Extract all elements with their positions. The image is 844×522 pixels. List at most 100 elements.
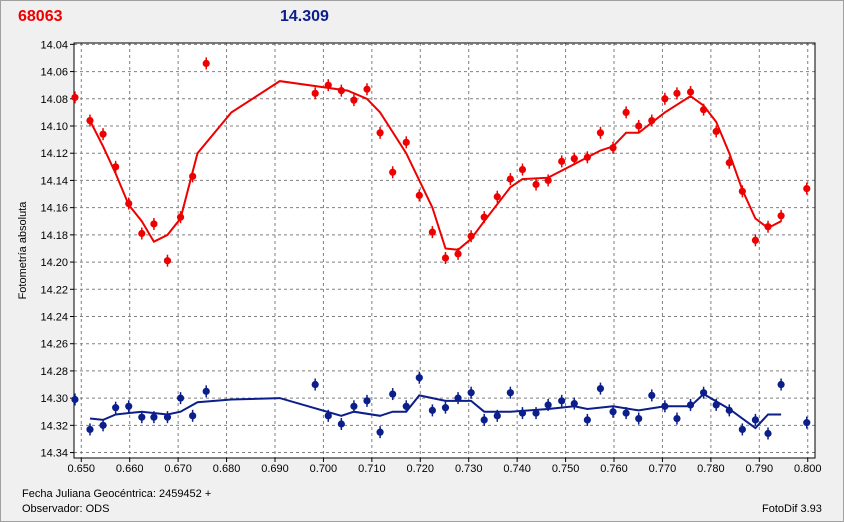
- data-point: [686, 401, 695, 409]
- data-point: [454, 394, 462, 402]
- data-point: [376, 129, 384, 137]
- data-point: [467, 232, 475, 240]
- y-tick-label: 14.24: [40, 311, 68, 323]
- data-point: [518, 165, 527, 174]
- data-point: [415, 374, 423, 382]
- data-point: [176, 394, 185, 402]
- data-point: [176, 213, 185, 221]
- data-point: [202, 59, 210, 68]
- data-point: [596, 129, 605, 137]
- data-point: [686, 88, 695, 96]
- data-point: [189, 172, 197, 180]
- data-point: [673, 89, 681, 97]
- data-point: [506, 175, 514, 183]
- x-tick-label: 0.760: [600, 463, 628, 475]
- data-point: [506, 389, 514, 397]
- data-point: [112, 163, 120, 171]
- x-tick-label: 0.700: [310, 463, 338, 475]
- x-tick-label: 0.660: [116, 463, 144, 475]
- data-point: [350, 96, 358, 104]
- y-tick-label: 14.34: [40, 448, 68, 460]
- plot-border: [73, 42, 816, 459]
- data-point: [324, 412, 332, 420]
- data-point: [558, 397, 566, 405]
- x-tick-label: 0.740: [503, 463, 531, 475]
- data-point: [454, 250, 462, 258]
- star-id-label: 68063: [18, 8, 63, 25]
- data-point: [441, 404, 450, 412]
- data-point: [150, 413, 158, 421]
- y-tick-label: 14.28: [40, 366, 68, 378]
- data-point: [163, 413, 172, 421]
- data-point: [311, 89, 319, 97]
- magnitude-label: 14.309: [280, 8, 329, 25]
- data-point: [712, 127, 720, 136]
- data-point: [635, 414, 643, 423]
- data-point: [402, 138, 410, 146]
- data-point: [71, 395, 79, 404]
- data-point: [764, 429, 772, 438]
- data-point: [138, 413, 146, 421]
- data-point: [570, 155, 578, 163]
- data-point: [493, 412, 501, 420]
- data-point: [803, 184, 811, 193]
- data-point: [363, 397, 371, 405]
- data-point: [648, 391, 656, 400]
- y-tick-label: 14.26: [40, 339, 68, 351]
- data-point: [609, 408, 617, 416]
- data-point: [337, 87, 345, 95]
- data-point: [480, 213, 488, 221]
- data-point: [544, 401, 552, 409]
- y-tick-label: 14.10: [40, 121, 68, 133]
- data-point: [428, 228, 436, 236]
- data-point: [337, 420, 345, 428]
- data-point: [712, 401, 720, 409]
- data-point: [311, 380, 319, 389]
- data-point: [441, 254, 450, 262]
- data-point: [518, 409, 527, 417]
- data-point: [138, 229, 146, 238]
- data-point: [596, 385, 605, 393]
- data-point: [415, 191, 423, 199]
- x-tick-label: 0.720: [407, 463, 435, 475]
- y-tick-label: 14.16: [40, 203, 68, 215]
- data-point: [777, 212, 785, 220]
- data-point: [661, 95, 669, 103]
- data-point: [202, 387, 210, 395]
- y-tick-label: 14.22: [40, 284, 68, 296]
- x-tick-label: 0.650: [67, 463, 95, 475]
- data-point: [71, 93, 79, 102]
- julian-date-label: Fecha Juliana Geocéntrica: 2459452 +: [22, 488, 212, 500]
- data-point: [558, 157, 566, 165]
- data-point: [376, 428, 384, 436]
- y-tick-label: 14.30: [40, 393, 68, 405]
- data-point: [725, 159, 733, 167]
- data-point: [125, 199, 133, 208]
- x-tick-label: 0.680: [213, 463, 241, 475]
- plot-area: [74, 43, 815, 458]
- data-point: [738, 425, 746, 434]
- data-point: [86, 425, 94, 434]
- data-point: [480, 416, 488, 424]
- data-point: [86, 116, 94, 125]
- data-point: [661, 402, 669, 410]
- data-point: [163, 257, 172, 265]
- data-point: [389, 168, 397, 176]
- trend-line-2: [89, 392, 782, 430]
- x-tick-label: 0.710: [358, 463, 386, 475]
- data-point: [150, 220, 158, 228]
- data-point: [350, 402, 358, 410]
- data-point: [402, 402, 410, 410]
- y-tick-label: 14.20: [40, 257, 68, 269]
- data-point: [99, 130, 107, 138]
- data-point: [544, 176, 552, 185]
- data-point: [738, 187, 746, 195]
- observer-label: Observador: ODS: [22, 503, 110, 515]
- y-axis-label: Fotometría absoluta: [17, 201, 29, 300]
- data-point: [532, 409, 540, 417]
- x-tick-label: 0.690: [261, 463, 289, 475]
- y-tick-label: 14.18: [40, 230, 68, 242]
- data-point: [467, 389, 475, 397]
- data-point: [583, 416, 591, 424]
- data-point: [725, 406, 733, 414]
